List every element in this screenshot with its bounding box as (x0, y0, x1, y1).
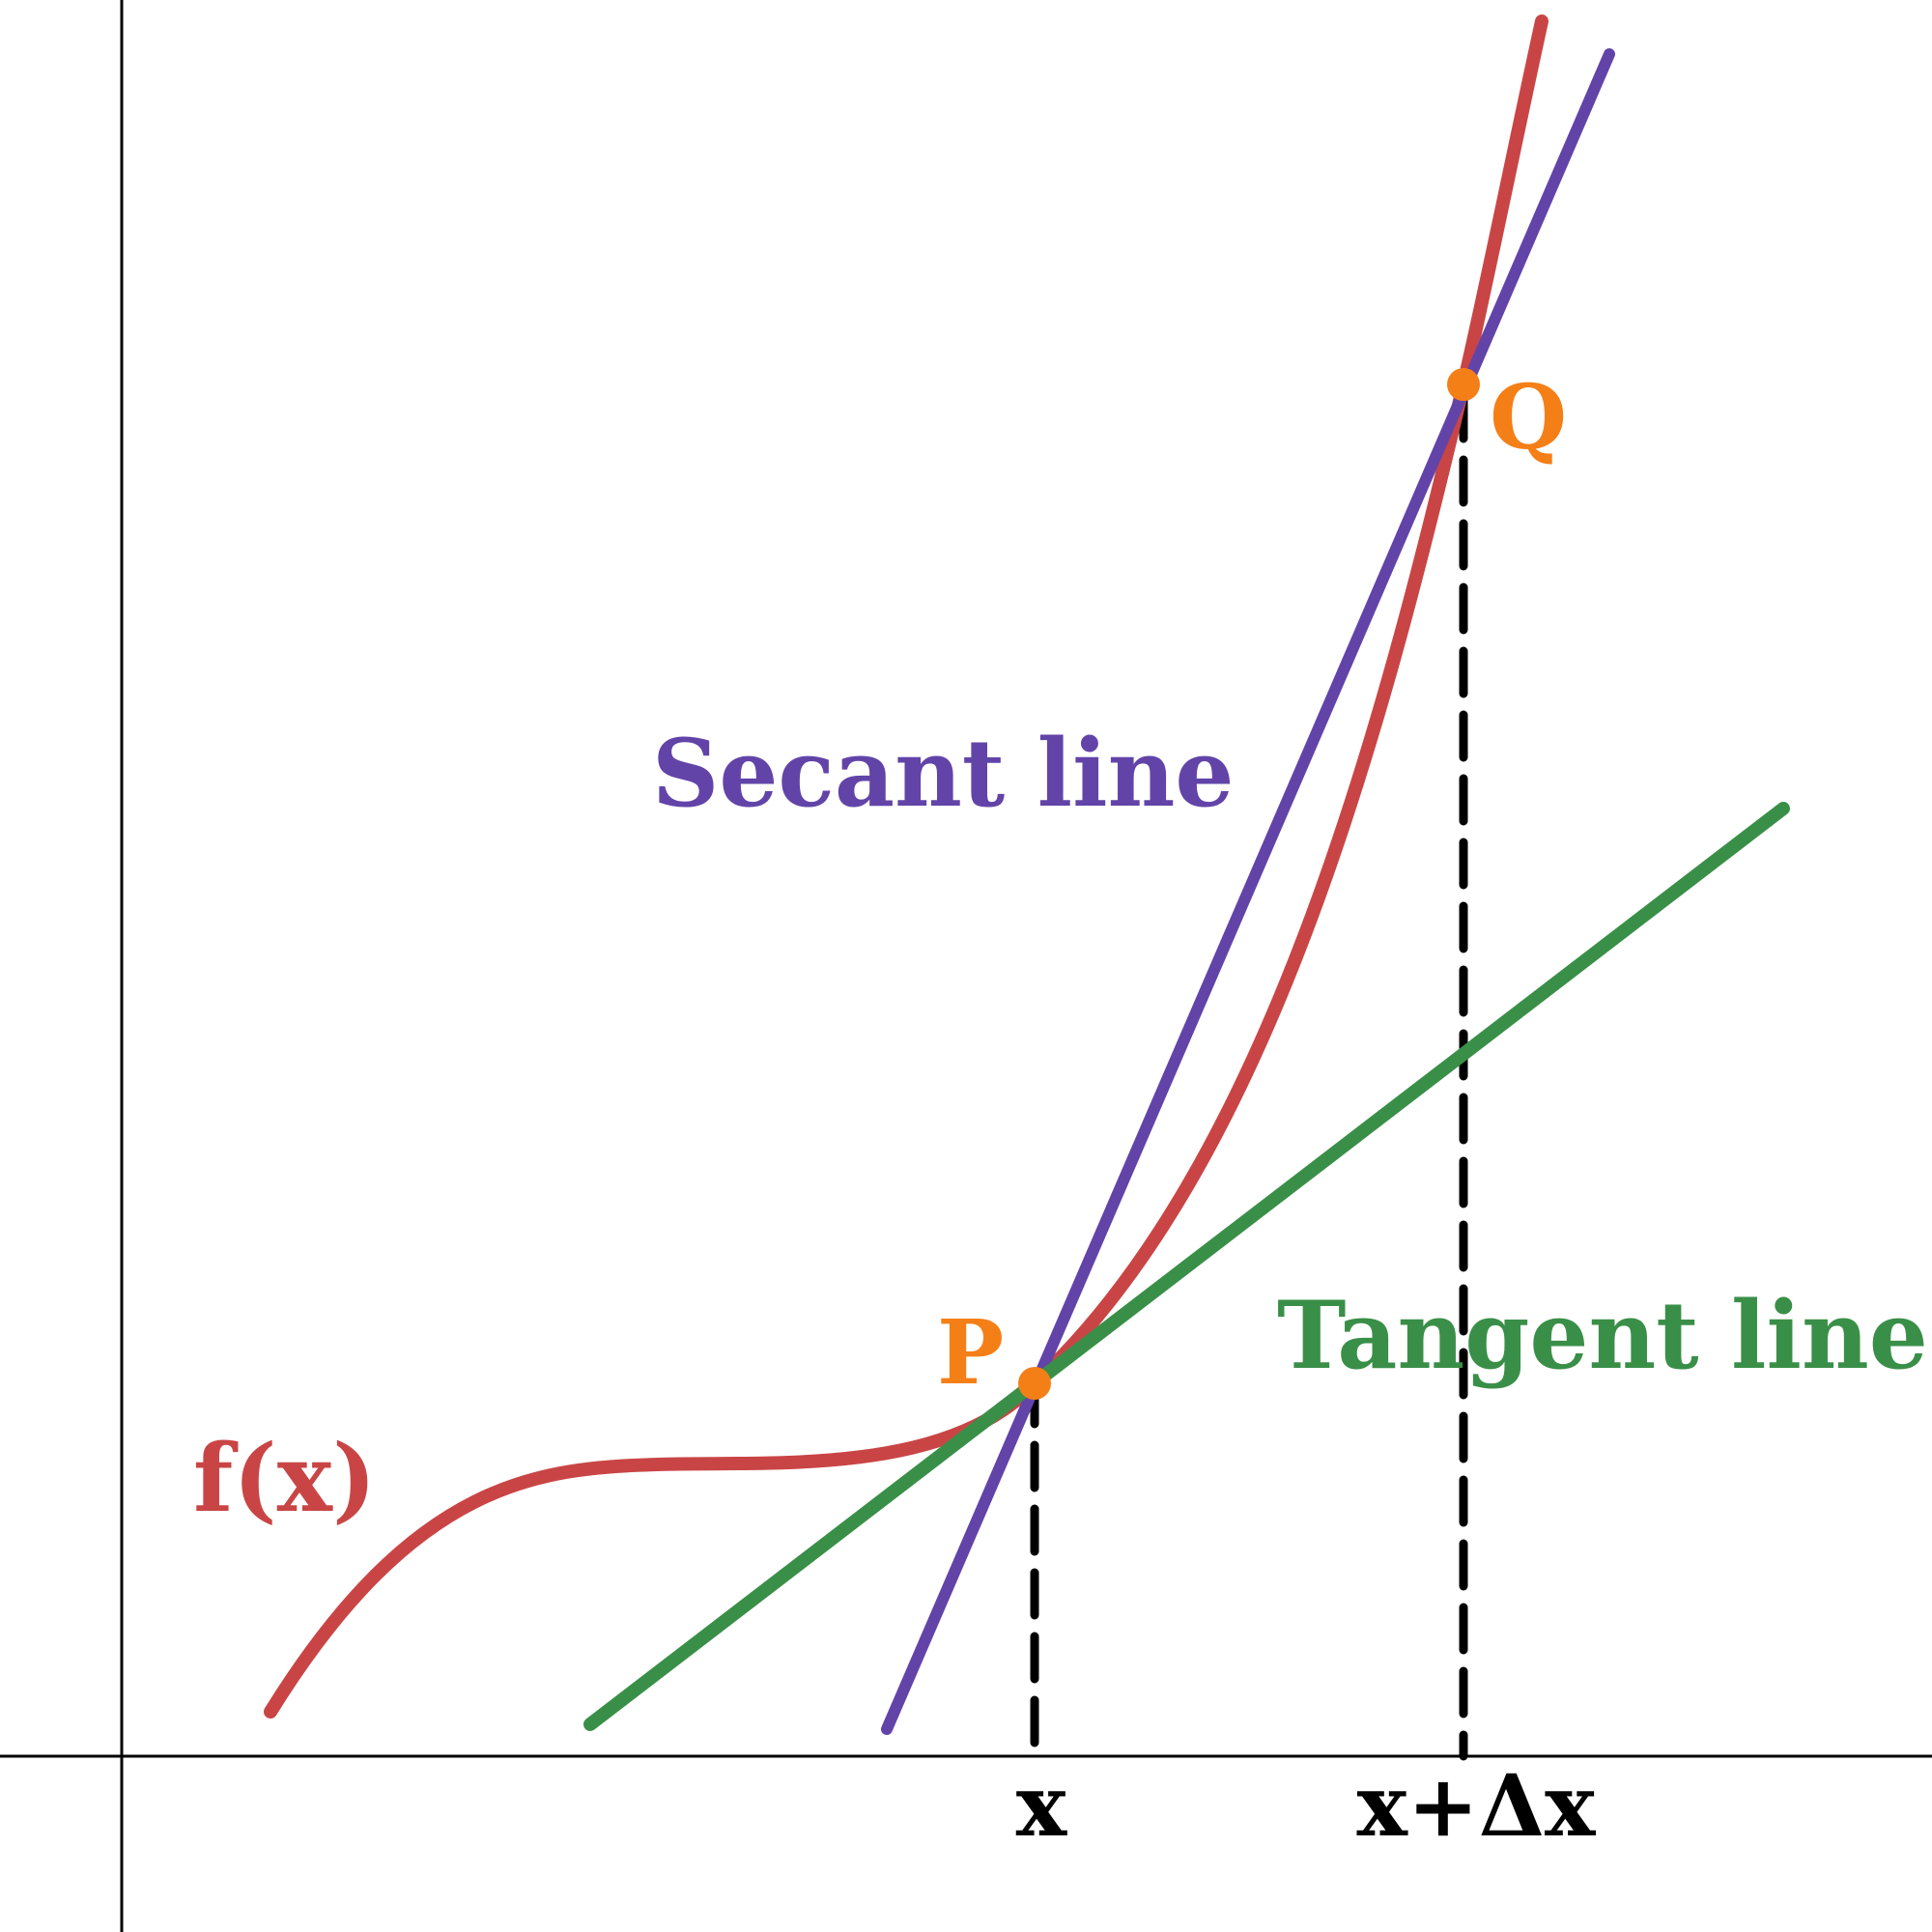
x-tick-label: x (1016, 1755, 1068, 1856)
function-curve (264, 14, 1548, 1719)
point-p-label: P (937, 1300, 1004, 1405)
function-label: f(x) (193, 1424, 376, 1533)
point-p (1018, 1367, 1051, 1400)
point-q-label: Q (1490, 365, 1567, 469)
secant-label: Secant line (652, 719, 1234, 828)
point-q (1447, 368, 1480, 401)
x-delta-tick-label: x+Δx (1357, 1755, 1597, 1856)
tangent-line (583, 802, 1790, 1731)
secant-line (881, 48, 1615, 1735)
tangent-label: Tangent line (1277, 1281, 1928, 1390)
